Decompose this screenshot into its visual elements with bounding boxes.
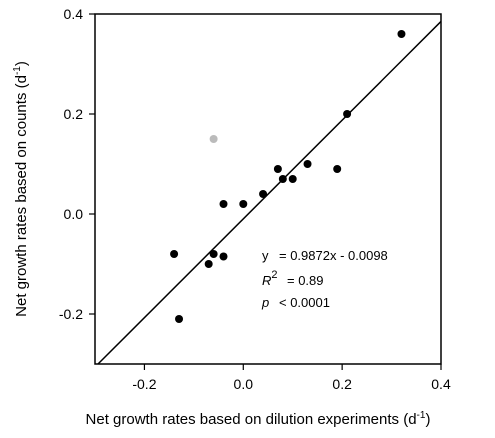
x-tick-label: 0.0 <box>234 376 254 392</box>
data-point <box>219 200 228 208</box>
x-tick-label: 0.2 <box>332 376 352 392</box>
y-axis-title: Net growth rates based on counts (d-1) <box>12 61 30 317</box>
x-axis-title-main: Net growth rates based on dilution exper… <box>86 411 417 428</box>
x-tick-label: -0.2 <box>132 376 156 392</box>
equation-text: y = 0.9872x - 0.0098 <box>262 248 388 263</box>
r-squared-rhs: = 0.89 <box>287 273 324 288</box>
x-tick-labels: -0.2 0.0 0.2 0.4 <box>132 376 451 392</box>
plot-frame <box>94 13 442 365</box>
x-axis-title-sup: -1 <box>417 410 426 421</box>
equation-var: y <box>262 248 269 263</box>
data-point <box>343 110 352 118</box>
data-point <box>170 250 179 258</box>
y-tick-label: 0.0 <box>64 206 84 222</box>
data-point <box>259 190 268 198</box>
data-point <box>209 135 218 143</box>
data-points <box>170 30 406 323</box>
equation-rhs: = 0.9872x - 0.0098 <box>279 248 388 263</box>
regression-annotation: y = 0.9872x - 0.0098 R2 = 0.89 p < 0.0001 <box>261 248 388 310</box>
regression-line <box>97 20 442 365</box>
data-point <box>278 175 287 183</box>
y-tick-label: 0.2 <box>64 106 84 122</box>
data-point <box>333 165 342 173</box>
data-point <box>219 252 228 261</box>
x-axis-title-end: ) <box>425 411 430 428</box>
p-value-text: p < 0.0001 <box>261 295 330 310</box>
data-point <box>273 165 282 173</box>
r-squared-sup: 2 <box>271 269 277 281</box>
p-value-rhs: < 0.0001 <box>279 295 330 310</box>
y-axis-title-main: Net growth rates based on counts (d <box>13 75 30 317</box>
y-tick-labels: -0.2 0.0 0.2 0.4 <box>59 6 83 322</box>
y-axis-title-end: ) <box>13 61 30 66</box>
r-squared-text: R2 = 0.89 <box>262 269 324 288</box>
data-point <box>288 175 297 183</box>
r-squared-var: R <box>262 273 271 288</box>
y-tick-label: -0.2 <box>59 306 83 322</box>
y-axis-title-sup: -1 <box>12 66 23 75</box>
y-tick-label: 0.4 <box>64 6 84 22</box>
x-axis-title: Net growth rates based on dilution exper… <box>86 410 431 428</box>
data-point <box>175 315 184 323</box>
x-tick-label: 0.4 <box>431 376 451 392</box>
data-point <box>303 160 312 168</box>
data-point <box>209 250 218 258</box>
data-point <box>239 200 248 208</box>
data-point <box>397 30 406 38</box>
axis-ticks <box>89 13 442 370</box>
p-value-var: p <box>261 295 269 310</box>
data-point <box>204 260 213 268</box>
